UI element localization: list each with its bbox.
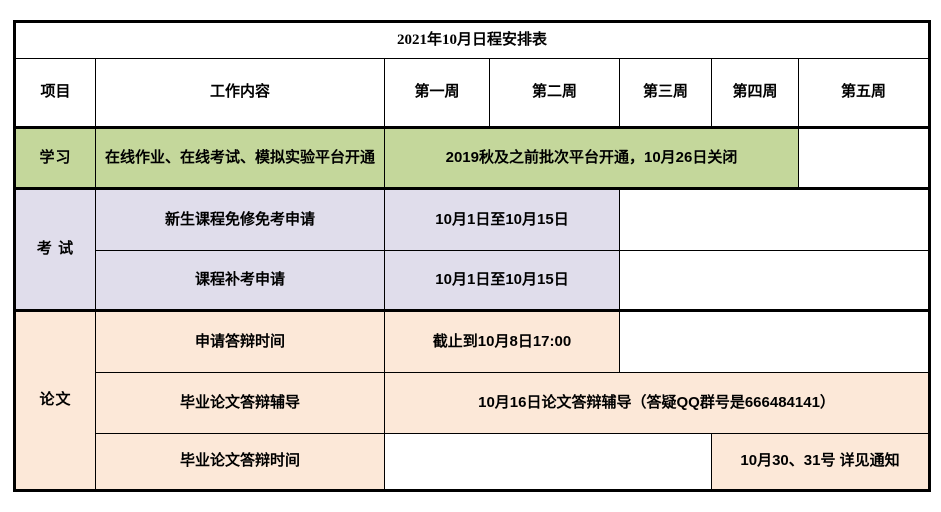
- task-cell-thesis-defense: 毕业论文答辩时间: [95, 433, 385, 491]
- column-header-item: 项目: [14, 58, 96, 128]
- task-cell-thesis-coaching: 毕业论文答辩辅导: [95, 372, 385, 434]
- column-header-week3: 第三周: [619, 58, 712, 128]
- task-cell-study-platform: 在线作业、在线考试、模拟实验平台开通: [95, 126, 385, 189]
- empty-cell-exam-exemption-weeks3-5: [618, 187, 931, 251]
- section-label-study: 学习: [14, 126, 96, 189]
- column-header-week2: 第二周: [489, 58, 620, 128]
- table-row: 课程补考申请 10月1日至10月15日: [15, 250, 931, 311]
- table-title: 2021年10月日程安排表: [13, 21, 931, 59]
- table-row: 毕业论文答辩时间 10月30、31号 详见通知: [15, 433, 931, 491]
- note-cell-exam-makeup: 10月1日至10月15日: [384, 250, 620, 311]
- note-cell-thesis-defense: 10月30、31号 详见通知: [710, 433, 931, 491]
- note-cell-study-platform: 2019秋及之前批次平台开通，10月26日关闭: [384, 126, 799, 189]
- task-cell-exam-exemption: 新生课程免修免考申请: [95, 187, 385, 251]
- table-row: 学习 在线作业、在线考试、模拟实验平台开通 2019秋及之前批次平台开通，10月…: [14, 126, 931, 189]
- column-header-content: 工作内容: [95, 58, 385, 128]
- note-cell-thesis-coaching: 10月16日论文答辩辅导（答疑QQ群号是666484141）: [383, 372, 931, 434]
- column-header-week1: 第一周: [384, 58, 490, 128]
- table-row: 考 试 新生课程免修免考申请 10月1日至10月15日: [14, 187, 931, 311]
- task-cell-thesis-apply: 申请答辩时间: [95, 309, 385, 373]
- section-label-exam: 考 试: [14, 187, 96, 311]
- empty-cell-thesis-apply-weeks3-5: [618, 309, 931, 373]
- empty-cell-study-week5: [797, 126, 931, 189]
- table-row: 论文 申请答辩时间 截止到10月8日17:00: [14, 309, 931, 491]
- column-header-week5: 第五周: [797, 58, 931, 128]
- section-label-thesis: 论文: [14, 309, 96, 491]
- column-header-week4: 第四周: [711, 58, 799, 128]
- table-row: 毕业论文答辩辅导 10月16日论文答辩辅导（答疑QQ群号是666484141）: [15, 372, 931, 434]
- note-cell-exam-exemption: 10月1日至10月15日: [384, 187, 620, 251]
- note-cell-thesis-apply: 截止到10月8日17:00: [384, 309, 620, 373]
- task-cell-exam-makeup: 课程补考申请: [95, 250, 385, 311]
- empty-cell-exam-makeup-weeks3-5: [618, 250, 931, 311]
- empty-cell-thesis-defense-weeks1-3: [384, 433, 712, 491]
- schedule-table: 2021年10月日程安排表 项目 工作内容 第一周 第二周 第三周 第四周 第五…: [13, 20, 932, 492]
